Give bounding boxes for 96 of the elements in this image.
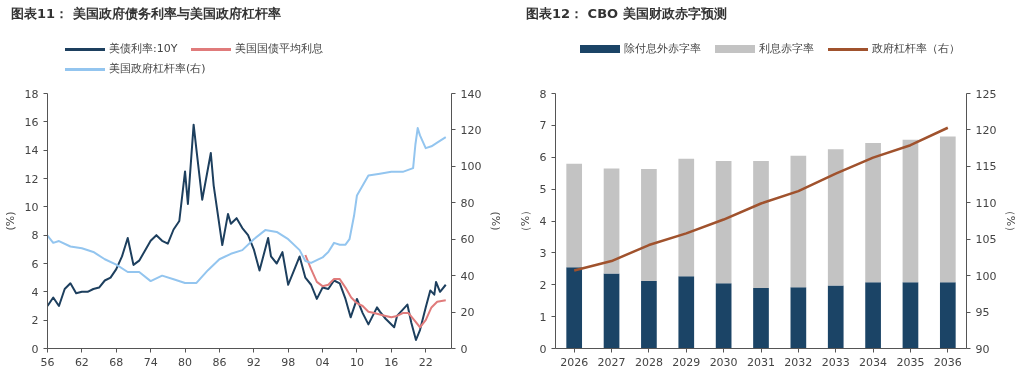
legend-label: 利息赤字率 xyxy=(759,42,814,55)
chart-title: 图表12： CBO 美国财政赤字预测 xyxy=(526,5,727,23)
x-tick-label: 2030 xyxy=(709,355,738,369)
x-tick-label: 86 xyxy=(212,355,227,369)
y2-tick-label: 0 xyxy=(460,342,468,356)
x-tick-label: 2027 xyxy=(597,355,626,369)
bar xyxy=(753,161,769,288)
y-tick-label: 4 xyxy=(31,285,39,299)
bar xyxy=(678,276,695,349)
bar xyxy=(566,163,583,268)
y-tick-label: 0 xyxy=(539,342,547,356)
y2-tick-label: 110 xyxy=(975,196,997,210)
y2-tick-label: 105 xyxy=(975,233,997,247)
y-tick-label: 0 xyxy=(31,342,39,356)
bar xyxy=(865,282,881,349)
x-tick-label: 2035 xyxy=(896,355,925,369)
y-tick-label: 7 xyxy=(539,119,547,133)
bar xyxy=(753,287,769,349)
x-tick-label: 62 xyxy=(74,355,89,369)
y2-tick-label: 140 xyxy=(460,87,482,101)
bar xyxy=(827,149,844,286)
x-tick-label: 2036 xyxy=(933,355,962,369)
bar xyxy=(902,282,919,349)
bar xyxy=(827,285,844,349)
y2-tick-label: 120 xyxy=(460,123,482,137)
bar xyxy=(641,169,657,281)
x-tick-label: 2032 xyxy=(784,355,813,369)
x-tick-label: 2026 xyxy=(560,355,589,369)
bar xyxy=(939,136,956,283)
x-tick-label: 74 xyxy=(143,355,158,369)
y2-tick-label: 20 xyxy=(460,306,475,320)
y-axis-title: (%) xyxy=(3,211,17,231)
y2-axis-title: (%) xyxy=(489,211,503,231)
x-tick-label: 16 xyxy=(384,355,399,369)
line-series xyxy=(572,126,950,272)
x-tick-label: 10 xyxy=(349,355,364,369)
y2-tick-label: 60 xyxy=(460,233,475,247)
y-tick-label: 12 xyxy=(24,172,39,186)
y2-tick-label: 95 xyxy=(975,306,990,320)
y2-axis-title: （%） xyxy=(1004,204,1018,238)
bar xyxy=(603,168,620,274)
bar xyxy=(865,142,881,283)
y-tick-label: 8 xyxy=(31,229,39,243)
x-tick-label: 92 xyxy=(246,355,261,369)
y-tick-label: 6 xyxy=(31,257,39,271)
x-tick-label: 2028 xyxy=(634,355,663,369)
legend-label: 政府杠杆率（右） xyxy=(872,42,960,55)
y-tick-label: 1 xyxy=(539,310,547,324)
y-tick-label: 4 xyxy=(539,215,547,228)
x-tick-label: 04 xyxy=(315,355,330,369)
line-series xyxy=(304,254,447,329)
y2-tick-label: 80 xyxy=(460,196,475,210)
bar xyxy=(678,158,695,277)
x-tick-label: 2034 xyxy=(859,355,888,369)
y2-tick-label: 40 xyxy=(460,269,475,283)
x-tick-label: 2033 xyxy=(821,355,850,369)
y2-tick-label: 115 xyxy=(975,160,997,174)
x-tick-label: 2029 xyxy=(672,355,701,369)
x-tick-label: 68 xyxy=(109,355,124,369)
x-tick-label: 2031 xyxy=(747,355,775,369)
legend-label: 除付息外赤字率 xyxy=(624,42,701,55)
y-tick-label: 10 xyxy=(24,200,39,214)
y-tick-label: 18 xyxy=(24,87,39,101)
x-tick-label: 98 xyxy=(281,355,296,369)
y2-tick-label: 125 xyxy=(975,87,997,101)
bar xyxy=(715,283,732,349)
bar xyxy=(715,161,732,284)
y-tick-label: 2 xyxy=(31,314,39,328)
bar xyxy=(790,155,807,288)
bar xyxy=(790,287,807,349)
bar xyxy=(566,267,583,349)
x-tick-label: 80 xyxy=(178,355,193,369)
bar xyxy=(603,273,620,349)
line-series xyxy=(47,127,447,284)
y-tick-label: 5 xyxy=(539,183,547,197)
y2-tick-label: 100 xyxy=(460,160,482,174)
bar xyxy=(902,139,919,283)
bar xyxy=(641,280,657,349)
y2-tick-label: 120 xyxy=(975,123,997,137)
y-tick-label: 14 xyxy=(24,144,39,158)
line-series xyxy=(47,123,447,341)
legend-label: 美债利率:10Y xyxy=(109,42,178,55)
y-tick-label: 3 xyxy=(539,246,547,260)
y-tick-label: 2 xyxy=(539,278,547,292)
bar xyxy=(939,282,956,349)
y2-tick-label: 100 xyxy=(975,269,997,283)
chart-title: 图表11： 美国政府债务利率与美国政府杠杆率 xyxy=(11,5,281,23)
y-tick-label: 16 xyxy=(24,115,39,129)
legend-label: 美国国债平均利息 xyxy=(235,42,324,55)
legend-label: 美国政府杠杆率(右) xyxy=(109,62,206,75)
y-tick-label: 6 xyxy=(539,151,547,165)
y2-tick-label: 90 xyxy=(975,342,990,356)
y-axis-title: （%） xyxy=(518,204,532,238)
x-tick-label: 56 xyxy=(40,355,55,369)
x-tick-label: 22 xyxy=(418,355,433,369)
y-tick-label: 8 xyxy=(539,87,547,101)
